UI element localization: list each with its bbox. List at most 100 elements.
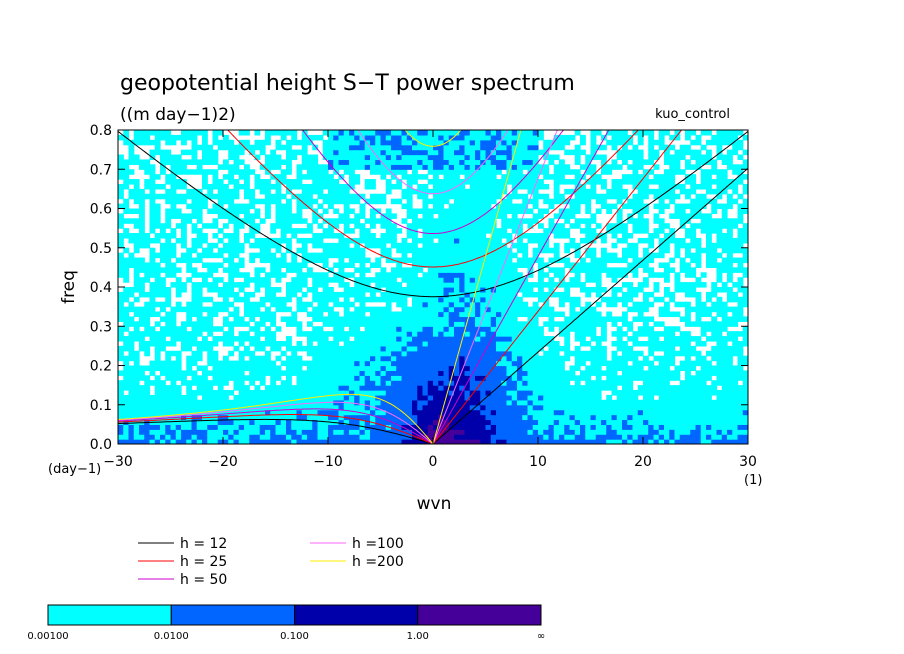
heat-cell [123, 434, 130, 440]
heat-cell [333, 296, 340, 303]
heat-cell [307, 370, 313, 376]
heat-cell [217, 365, 224, 372]
heat-cell [301, 262, 308, 268]
heat-cell [585, 267, 592, 273]
heat-cell [380, 390, 387, 396]
heat-cell [590, 306, 597, 313]
heat-cell [548, 370, 555, 376]
heat-cell [228, 414, 235, 421]
heat-cell [343, 149, 350, 156]
heat-cell [259, 257, 266, 264]
heat-cell [438, 213, 445, 219]
heat-cell [401, 370, 408, 376]
heat-cell [564, 439, 571, 444]
heat-cell [170, 424, 177, 430]
heat-cell [506, 336, 513, 342]
heat-cell [118, 218, 124, 224]
heat-cell [590, 370, 597, 376]
heat-cell [417, 331, 424, 337]
heat-cell [517, 277, 523, 283]
heat-cell [564, 355, 571, 362]
heat-cell [422, 130, 429, 136]
heat-cell [417, 360, 424, 367]
heat-cell [527, 223, 534, 229]
heat-cell [406, 409, 413, 416]
heat-cell [154, 331, 161, 337]
heat-cell [301, 439, 308, 444]
heat-cell [595, 336, 602, 342]
heat-cell [349, 394, 355, 401]
heat-cell [417, 365, 424, 372]
heat-cell [301, 419, 308, 425]
heat-cell [301, 242, 308, 249]
heat-cell [475, 198, 481, 205]
heat-cell [296, 174, 303, 180]
heat-cell [490, 179, 497, 185]
heat-cell [196, 414, 203, 421]
heat-cell [244, 282, 250, 288]
heat-cell [317, 375, 324, 381]
heat-cell [312, 385, 319, 391]
heat-cell [217, 277, 224, 283]
heat-cell [506, 291, 513, 298]
heat-cell [501, 144, 508, 151]
heat-cell [433, 375, 439, 381]
heat-cell [616, 331, 623, 337]
heat-cell [574, 434, 581, 440]
heat-cell [296, 321, 303, 327]
heat-cell [480, 316, 487, 322]
heat-cell [207, 169, 214, 175]
heat-cell [160, 282, 166, 288]
heat-cell [480, 208, 487, 215]
heat-cell [511, 267, 518, 273]
heat-cell [527, 159, 534, 165]
heat-cell [191, 404, 198, 411]
heat-cell [354, 336, 361, 342]
heat-cell [632, 390, 639, 396]
heat-cell [133, 183, 140, 190]
heat-cell [296, 404, 303, 411]
heat-cell [196, 164, 203, 170]
heat-cell [438, 242, 445, 249]
heat-cell [196, 350, 203, 357]
heat-cell [480, 414, 487, 421]
heat-cell [217, 360, 224, 367]
heat-cell [186, 193, 193, 200]
heat-cell [438, 183, 445, 190]
heat-cell [233, 385, 240, 391]
heat-cell [595, 311, 602, 318]
heat-cell [317, 183, 324, 190]
heat-cell [312, 169, 319, 175]
heat-cell [569, 409, 576, 416]
heat-cell [165, 154, 172, 161]
heat-cell [522, 203, 529, 210]
heat-cell [354, 424, 361, 430]
heat-cell [401, 439, 408, 444]
heat-cell [349, 355, 355, 362]
heat-cell [485, 282, 492, 288]
heat-cell [254, 331, 261, 337]
heat-cell [574, 174, 581, 180]
heat-cell [370, 154, 376, 161]
heat-cell [170, 154, 177, 161]
heat-cell [338, 360, 345, 367]
heat-cell [175, 375, 182, 381]
heat-cell [301, 228, 308, 234]
heat-cell [233, 252, 240, 259]
heat-cell [443, 296, 450, 303]
heat-cell [160, 154, 166, 161]
heat-cell [338, 183, 345, 190]
heat-cell [212, 380, 219, 386]
heat-cell [569, 434, 576, 440]
heat-cell [181, 336, 187, 342]
heat-cell [254, 306, 261, 313]
heat-cell [265, 203, 271, 210]
heat-cell [370, 331, 376, 337]
heat-cell [506, 321, 513, 327]
heat-cell [501, 380, 508, 386]
heat-cell [564, 291, 571, 298]
heat-cell [317, 233, 324, 239]
heat-cell [165, 434, 172, 440]
heat-cell [370, 434, 376, 440]
heat-cell [448, 336, 455, 342]
